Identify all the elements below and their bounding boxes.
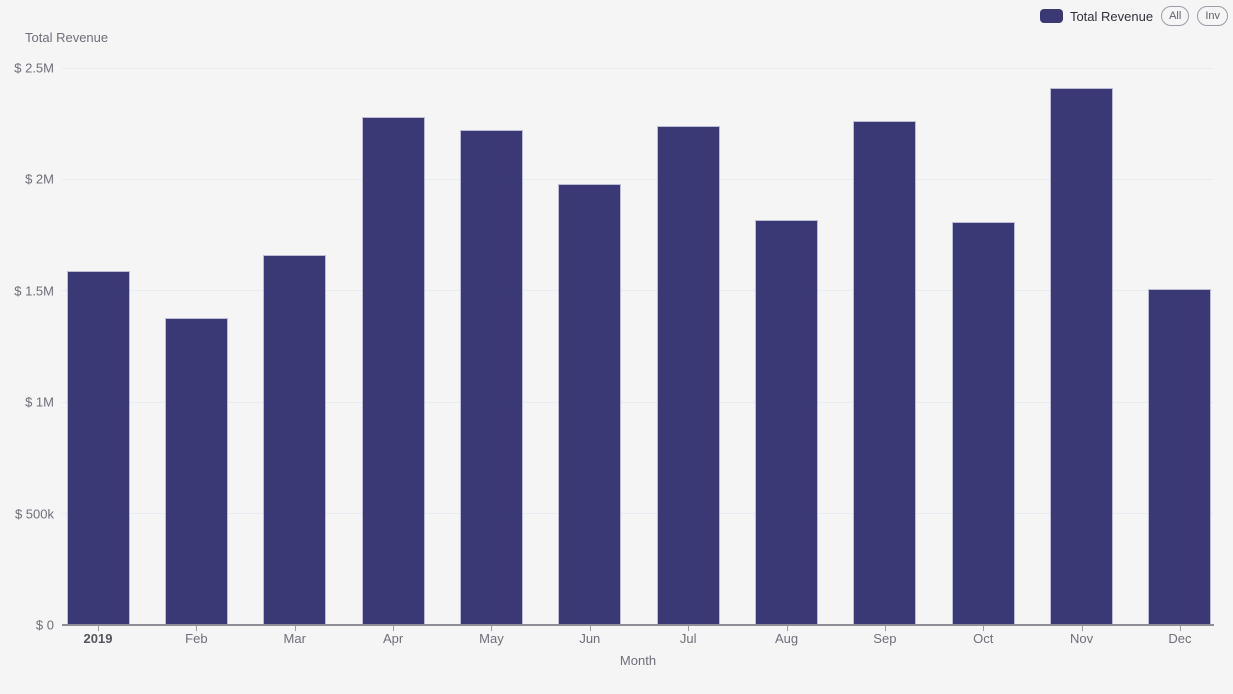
- x-tick-label-nov: Nov: [1070, 631, 1094, 646]
- y-tick-label: $ 500k: [14, 506, 54, 522]
- y-gridline: [62, 290, 1214, 292]
- bar-2019[interactable]: [66, 270, 130, 625]
- y-gridline: [62, 401, 1214, 403]
- all-button[interactable]: All: [1161, 6, 1190, 26]
- x-tick-label-feb: Feb: [185, 631, 208, 646]
- legend-label: Total Revenue: [1069, 8, 1154, 24]
- x-tick-label-may: May: [479, 631, 504, 646]
- bar-sep[interactable]: [853, 121, 917, 625]
- y-gridline: [62, 178, 1214, 180]
- bar-mar[interactable]: [263, 255, 327, 625]
- x-tick-label-dec: Dec: [1168, 631, 1192, 646]
- x-axis-tick: [786, 626, 788, 631]
- bar-feb[interactable]: [164, 317, 228, 625]
- legend: Total Revenue All Inv: [1039, 5, 1228, 27]
- y-tick-label: $ 0: [35, 617, 54, 633]
- x-axis-tick: [393, 626, 395, 631]
- bar-aug[interactable]: [755, 219, 819, 625]
- x-axis-tick: [294, 626, 296, 631]
- y-tick-label: $ 1.5M: [14, 283, 54, 299]
- x-axis-tick: [1081, 626, 1083, 631]
- legend-item-total-revenue[interactable]: Total Revenue: [1039, 8, 1154, 24]
- x-axis-tick: [98, 626, 99, 631]
- x-tick-label-oct: Oct: [973, 631, 994, 646]
- x-axis-title: Month: [619, 653, 657, 668]
- inv-button[interactable]: Inv: [1197, 6, 1228, 26]
- x-tick-label-mar: Mar: [283, 631, 306, 646]
- x-axis-tick: [491, 626, 493, 631]
- y-gridline: [62, 67, 1214, 69]
- x-axis-tick: [983, 626, 985, 631]
- x-tick-label-jun: Jun: [579, 631, 601, 646]
- x-tick-label-apr: Apr: [382, 631, 404, 646]
- legend-swatch: [1039, 9, 1063, 23]
- x-tick-label-2019: 2019: [83, 631, 113, 646]
- y-axis-title: Total Revenue: [25, 30, 109, 45]
- x-axis-line: [62, 624, 1214, 626]
- x-axis-tick: [688, 626, 690, 631]
- y-tick-label: $ 2M: [25, 171, 54, 187]
- bar-jun[interactable]: [558, 183, 622, 625]
- bar-apr[interactable]: [361, 117, 425, 625]
- x-tick-label-sep: Sep: [873, 631, 897, 646]
- x-tick-label-jul: Jul: [679, 631, 697, 646]
- x-axis-tick: [884, 626, 886, 631]
- bar-oct[interactable]: [951, 221, 1015, 625]
- bar-nov[interactable]: [1050, 88, 1114, 625]
- y-tick-label: $ 1M: [25, 394, 54, 410]
- bar-jul[interactable]: [656, 125, 720, 625]
- x-axis-tick: [196, 626, 198, 631]
- x-axis-tick: [1179, 626, 1181, 631]
- y-tick-label: $ 2.5M: [14, 60, 54, 76]
- x-axis-tick: [589, 626, 591, 631]
- bar-may[interactable]: [459, 130, 523, 625]
- y-gridline: [62, 513, 1214, 515]
- x-tick-label-aug: Aug: [774, 631, 799, 646]
- bar-dec[interactable]: [1148, 288, 1212, 625]
